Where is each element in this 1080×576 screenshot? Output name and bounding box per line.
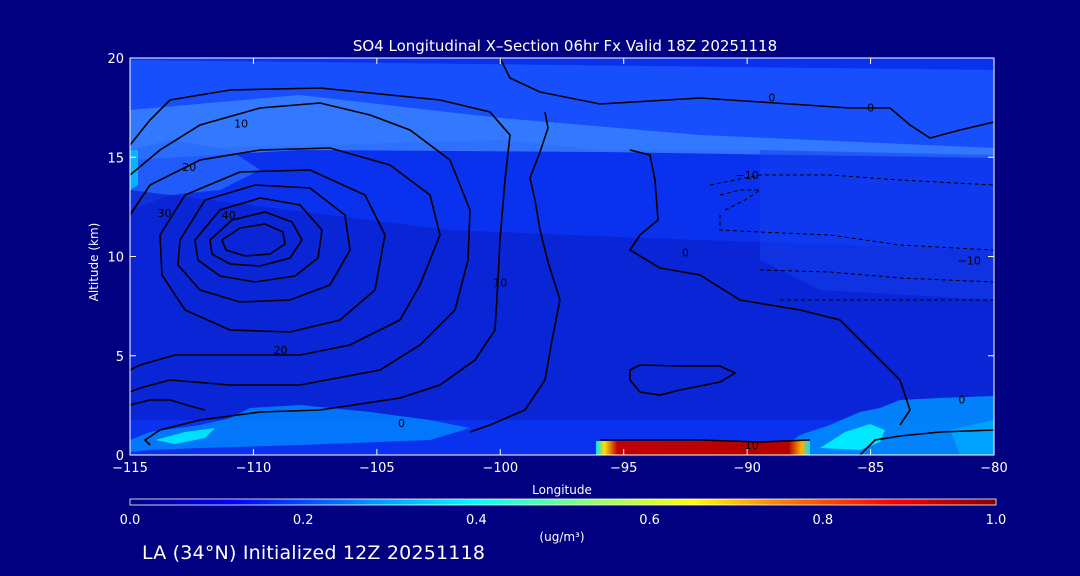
x-tick-label: −95 [610,461,637,476]
contour-label: 0 [867,102,874,115]
y-tick-label: 10 [107,251,124,266]
contour-label: 40 [222,209,236,222]
contour-label: −10 [736,169,759,182]
x-axis: −115 −110 −105 −100 −95 −90 −85 −80 [112,58,1008,476]
x-tick-label: −80 [980,461,1007,476]
contour-label: 0 [958,393,965,406]
contour-label: −10 [736,439,759,452]
colorbar-ticks: 0.0 0.2 0.4 0.6 0.8 1.0 [120,513,1007,528]
y-tick-label: 15 [107,151,124,166]
x-tick-label: −110 [236,461,272,476]
left-plume [130,140,260,210]
colorbar-tick-label: 1.0 [986,513,1007,528]
y-tick-label: 5 [116,350,124,365]
contour-label: −10 [958,254,981,267]
contour-lines [130,58,994,455]
contour-label: 10 [493,276,507,289]
lower-left-bright [155,428,215,444]
x-tick-label: −90 [733,461,760,476]
colorbar-tick-label: 0.8 [812,513,833,528]
cyan-left-edge [130,150,138,190]
colorbar-tick-label: 0.0 [120,513,141,528]
colorbar-tick-label: 0.6 [639,513,660,528]
upper-band-bright [130,95,994,160]
contour-label: 0 [768,92,775,105]
colorbar-tick-label: 0.4 [466,513,487,528]
footer-caption: LA (34°N) Initialized 12Z 20251118 [142,542,486,564]
contour-labels: 10 20 30 40 20 10 0 0 0 0 −10 −10 0 −10 [158,92,981,452]
x-tick-label: −85 [857,461,884,476]
lower-left-cyan [130,405,470,452]
y-axis-label: Altitude (km) [87,223,101,302]
y-tick-label: 20 [107,52,124,67]
x-tick-label: −105 [359,461,395,476]
contour-label: 30 [158,207,172,220]
colorbar-gradient [130,499,996,505]
contour-label: 20 [274,344,288,357]
x-axis-label: Longitude [532,483,592,497]
hotspot [596,441,810,455]
contour-label: 0 [398,417,405,430]
colorbar-unit-label: (ug/m³) [539,530,584,544]
right-band [760,150,994,300]
contour-label: 0 [682,247,689,260]
contour-label: 20 [182,161,196,174]
y-tick-label: 0 [116,449,124,464]
x-tick-label: −100 [482,461,518,476]
y-axis: 0 5 10 15 20 [107,52,994,464]
chart-title: SO4 Longitudinal X–Section 06hr Fx Valid… [353,37,777,55]
colorbar-frame [129,498,997,506]
heatmap-field [130,58,994,455]
colorbar-tick-label: 0.2 [293,513,314,528]
contour-label: 10 [234,117,248,130]
colorbar: 0.0 0.2 0.4 0.6 0.8 1.0 (ug/m³) [120,498,1007,544]
x-tick-label: −115 [112,461,148,476]
lower-right-bright [820,424,885,450]
right-edge-cyan [950,420,994,455]
